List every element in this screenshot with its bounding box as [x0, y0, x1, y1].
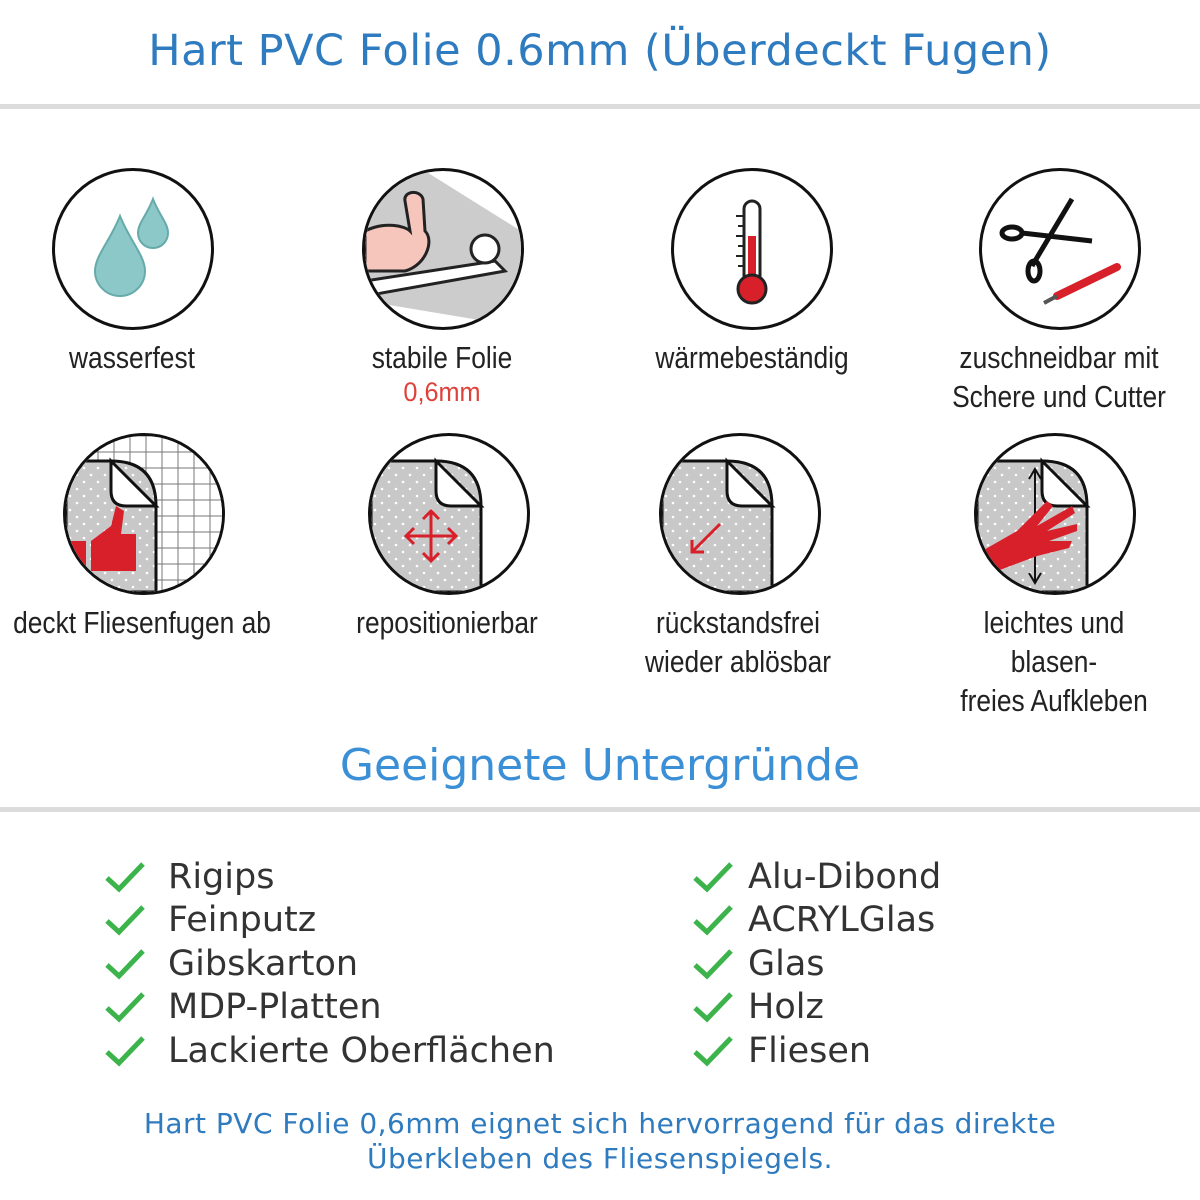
list-item: Fliesen	[692, 1029, 941, 1073]
footer-note: Hart PVC Folie 0,6mm eignet sich hervorr…	[143, 1107, 1057, 1175]
check-icon	[105, 862, 145, 893]
feature-label: stabile Folie 0,6mm	[340, 338, 544, 407]
feature-label: deckt Fliesenfugen ab	[13, 605, 271, 640]
hand-smoothing-icon	[974, 433, 1136, 595]
thickness-label: 0,6mm	[403, 377, 481, 407]
list-item: Gibskarton	[104, 942, 555, 986]
divider	[0, 104, 1200, 109]
feature-label: rückstandsfrei wieder ablösbar	[644, 605, 832, 679]
feature-label: repositionierbar	[356, 605, 538, 640]
feature-label: leichtes und blasen-freies Aufkleben	[960, 605, 1148, 718]
check-icon	[105, 1036, 145, 1067]
surfaces-list-left: Rigips Feinputz Gibskarton MDP-Platten L…	[104, 855, 555, 1073]
list-item: Feinputz	[104, 899, 555, 943]
peel-arrow-icon	[659, 433, 821, 595]
check-icon	[693, 1036, 733, 1067]
check-icon	[105, 992, 145, 1023]
check-icon	[693, 905, 733, 936]
feature-label: wasserfest	[69, 340, 195, 375]
list-item: MDP-Platten	[104, 986, 555, 1030]
divider	[0, 807, 1200, 812]
check-icon	[105, 949, 145, 980]
list-item: Alu-Dibond	[692, 855, 941, 899]
page-title: Hart PVC Folie 0.6mm (Überdeckt Fugen)	[148, 26, 1052, 76]
list-item: Holz	[692, 986, 941, 1030]
thermometer-icon	[671, 168, 833, 330]
section-title: Geeignete Untergründe	[339, 740, 861, 791]
list-item: Lackierte Oberflächen	[104, 1029, 555, 1073]
check-icon	[693, 992, 733, 1023]
check-icon	[105, 905, 145, 936]
strong-arm-icon	[362, 168, 524, 330]
feature-label: wärmebeständig	[655, 340, 849, 375]
thumbs-up-tiles-icon	[63, 433, 225, 595]
scissors-cutter-icon	[979, 168, 1141, 330]
check-icon	[693, 949, 733, 980]
move-arrows-icon	[368, 433, 530, 595]
feature-label: zuschneidbar mit Schere und Cutter	[952, 340, 1166, 414]
list-item: Glas	[692, 942, 941, 986]
list-item: Rigips	[104, 855, 555, 899]
surfaces-list-right: Alu-Dibond ACRYLGlas Glas Holz Fliesen	[692, 855, 941, 1073]
check-icon	[693, 862, 733, 893]
list-item: ACRYLGlas	[692, 899, 941, 943]
water-drops-icon	[52, 168, 214, 330]
